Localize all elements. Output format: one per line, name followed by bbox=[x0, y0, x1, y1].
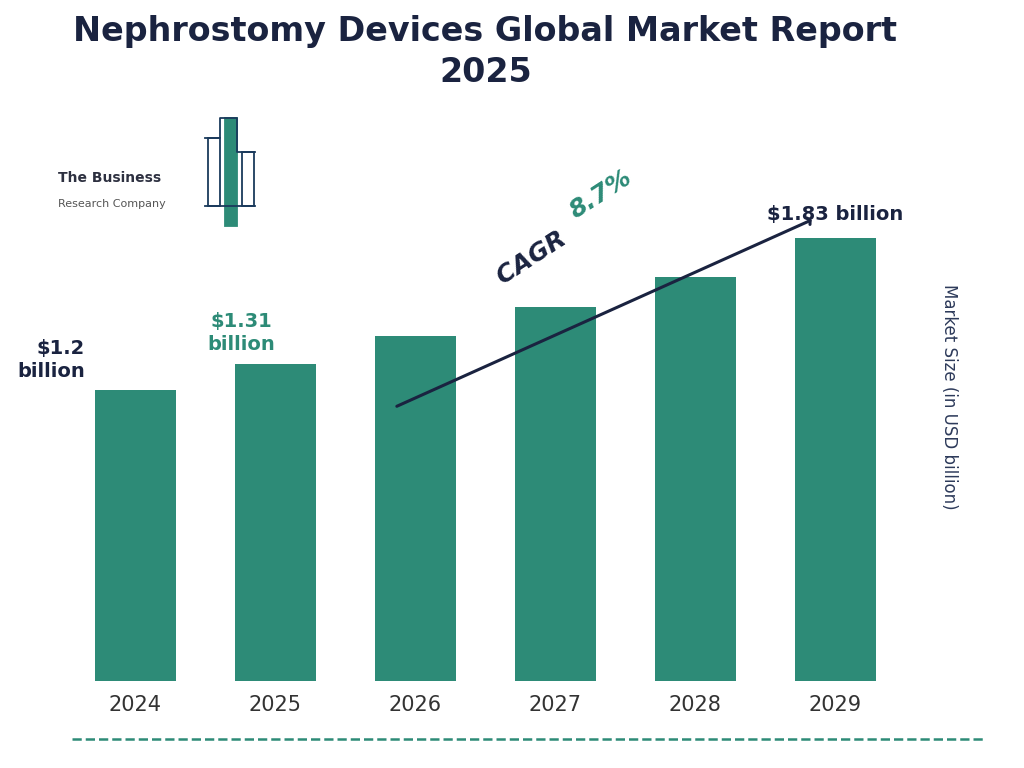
Bar bbox=[225, 118, 238, 226]
Title: Nephrostomy Devices Global Market Report
2025: Nephrostomy Devices Global Market Report… bbox=[74, 15, 897, 89]
Text: 8.7%: 8.7% bbox=[565, 166, 636, 223]
Bar bbox=[95, 390, 176, 680]
Bar bbox=[242, 151, 254, 206]
Bar bbox=[795, 238, 876, 680]
Text: $1.83 billion: $1.83 billion bbox=[767, 204, 903, 223]
Text: The Business: The Business bbox=[58, 171, 162, 185]
Bar bbox=[208, 138, 220, 206]
Text: CAGR: CAGR bbox=[493, 217, 585, 289]
Bar bbox=[375, 336, 456, 680]
Text: $1.31
billion: $1.31 billion bbox=[208, 313, 275, 354]
Text: $1.2
billion: $1.2 billion bbox=[17, 339, 85, 381]
Text: Research Company: Research Company bbox=[58, 199, 166, 209]
Bar bbox=[654, 276, 736, 680]
Y-axis label: Market Size (in USD billion): Market Size (in USD billion) bbox=[940, 283, 957, 509]
Bar bbox=[234, 364, 316, 680]
Bar bbox=[515, 307, 596, 680]
